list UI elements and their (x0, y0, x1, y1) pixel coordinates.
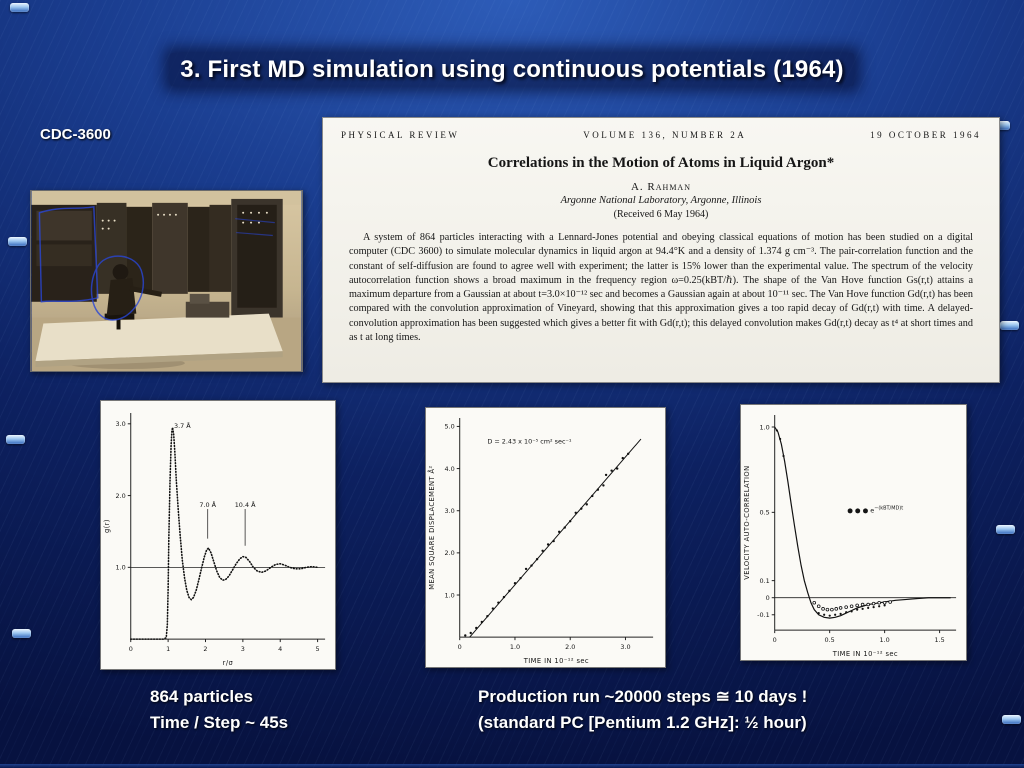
svg-text:2.0: 2.0 (445, 549, 455, 557)
paper-title: Correlations in the Motion of Atoms in L… (487, 155, 835, 171)
svg-text:2: 2 (203, 645, 207, 653)
particles-note: 864 particles Time / Step ~ 45s (150, 684, 288, 735)
computer-cabinets (31, 198, 283, 318)
svg-text:2.0: 2.0 (565, 643, 575, 651)
figure-mean-square-displacement: 0 1.0 2.0 3.0 1.0 2.0 3.0 4.0 5.0 TIME IN 10⁻¹² s… (425, 407, 666, 668)
figure-velocity-autocorrelation: 0 0.5 1.0 1.5 1.0 0.5 0.1 0 -0.1 TIME IN 10⁻¹² se… (740, 404, 967, 661)
paper-scan: PHYSICAL REVIEW VOLUME 136, NUMBER 2A 19… (322, 117, 1000, 383)
svg-text:7.0 Å: 7.0 Å (199, 500, 216, 509)
svg-text:1.5: 1.5 (934, 636, 944, 644)
svg-text:3.0: 3.0 (116, 420, 126, 428)
svg-text:-0.1: -0.1 (757, 611, 770, 619)
console-desk (35, 293, 283, 368)
production-run-note: Production run ~20000 steps ≅ 10 days ! … (478, 684, 807, 735)
paper-received-date: (Received 6 May 1964) (613, 209, 709, 220)
svg-text:5.0: 5.0 (445, 423, 455, 431)
msd-chart: 0 1.0 2.0 3.0 1.0 2.0 3.0 4.0 5.0 TIME IN 10⁻¹² s… (427, 418, 654, 665)
svg-text:3.7 Å: 3.7 Å (174, 421, 191, 430)
production-run-line: Production run ~20000 steps ≅ 10 days ! (478, 687, 808, 706)
figure-radial-distribution: 0 1 2 3 4 5 1.0 2.0 3.0 r/σ g(r) 3.7 Å 7.0 Å 10.4 Å (100, 400, 336, 670)
svg-text:1.0: 1.0 (445, 591, 455, 599)
svg-text:0.1: 0.1 (759, 577, 769, 585)
svg-text:1.0: 1.0 (510, 643, 520, 651)
svg-text:1: 1 (166, 645, 170, 653)
svg-text:3.0: 3.0 (445, 507, 455, 515)
svg-text:D = 2.43 x 10⁻⁵ cm² sec⁻¹: D = 2.43 x 10⁻⁵ cm² sec⁻¹ (487, 437, 572, 445)
journal-name: PHYSICAL REVIEW (341, 130, 460, 140)
gr-chart: 0 1 2 3 4 5 1.0 2.0 3.0 r/σ g(r) 3.7 Å 7.0 Å 10.4 Å (103, 413, 326, 667)
svg-text:2.0: 2.0 (116, 492, 126, 500)
svg-text:1.0: 1.0 (880, 636, 890, 644)
svg-text:3.0: 3.0 (620, 643, 630, 651)
operator-silhouette (104, 264, 163, 330)
svg-text:● ● ● e−(kBT/MD)t: ● ● ● e−(kBT/MD)t (847, 505, 903, 514)
paper-author: A. Rahman (630, 181, 691, 193)
paper-affiliation: Argonne National Laboratory, Argonne, Il… (560, 195, 762, 206)
svg-text:4.0: 4.0 (445, 465, 455, 473)
particles-count: 864 particles (150, 687, 254, 706)
bullet-icon (10, 3, 29, 12)
bottom-accent-line (0, 764, 1024, 768)
journal-date: 19 OCTOBER 1964 (870, 130, 981, 140)
journal-volume: VOLUME 136, NUMBER 2A (583, 130, 747, 140)
svg-text:g(r): g(r) (103, 519, 111, 533)
blue-ink-annotation (38, 205, 275, 321)
svg-text:3: 3 (241, 645, 245, 653)
svg-text:5: 5 (316, 645, 320, 653)
svg-text:VELOCITY AUTO-CORRELATION: VELOCITY AUTO-CORRELATION (743, 465, 751, 579)
svg-text:0.5: 0.5 (825, 636, 835, 644)
bullet-icon (991, 121, 1010, 130)
vacf-chart: 0 0.5 1.0 1.5 1.0 0.5 0.1 0 -0.1 TIME IN 10⁻¹² se… (743, 415, 957, 658)
bullet-icon (996, 525, 1015, 534)
bullet-icon (1000, 321, 1019, 330)
cdc-3600-photo (30, 190, 303, 372)
bullet-icon (8, 237, 27, 246)
svg-text:4: 4 (278, 645, 282, 653)
svg-text:1.0: 1.0 (116, 564, 126, 572)
journal-header: PHYSICAL REVIEW VOLUME 136, NUMBER 2A 19… (341, 130, 981, 140)
svg-text:0: 0 (773, 636, 777, 644)
bullet-icon (1002, 715, 1021, 724)
cdc-3600-photo-illustration (31, 191, 302, 371)
slide-title: 3. First MD simulation using continuous … (0, 53, 1024, 86)
modern-pc-line: (standard PC [Pentium 1.2 GHz]: ½ hour) (478, 712, 807, 732)
bullet-icon (6, 435, 25, 444)
svg-text:1.0: 1.0 (759, 423, 769, 431)
svg-text:0.5: 0.5 (759, 509, 769, 517)
bullet-icon (12, 629, 31, 638)
svg-text:MEAN SQUARE DISPLACEMENT Å²: MEAN SQUARE DISPLACEMENT Å² (427, 465, 436, 589)
cdc-3600-label: CDC-3600 (40, 126, 111, 143)
svg-text:0: 0 (458, 643, 462, 651)
svg-text:TIME IN 10⁻¹² sec: TIME IN 10⁻¹² sec (832, 650, 898, 658)
paper-abstract: A system of 864 particles interacting wi… (349, 232, 973, 343)
slide-title-text: 3. First MD simulation using continuous … (170, 53, 854, 86)
time-per-step: Time / Step ~ 45s (150, 712, 289, 732)
svg-text:0: 0 (766, 594, 770, 602)
svg-text:r/σ: r/σ (223, 659, 234, 667)
svg-text:TIME IN 10⁻¹² sec: TIME IN 10⁻¹² sec (523, 657, 589, 665)
svg-text:0: 0 (129, 645, 133, 653)
svg-text:10.4 Å: 10.4 Å (235, 500, 256, 509)
